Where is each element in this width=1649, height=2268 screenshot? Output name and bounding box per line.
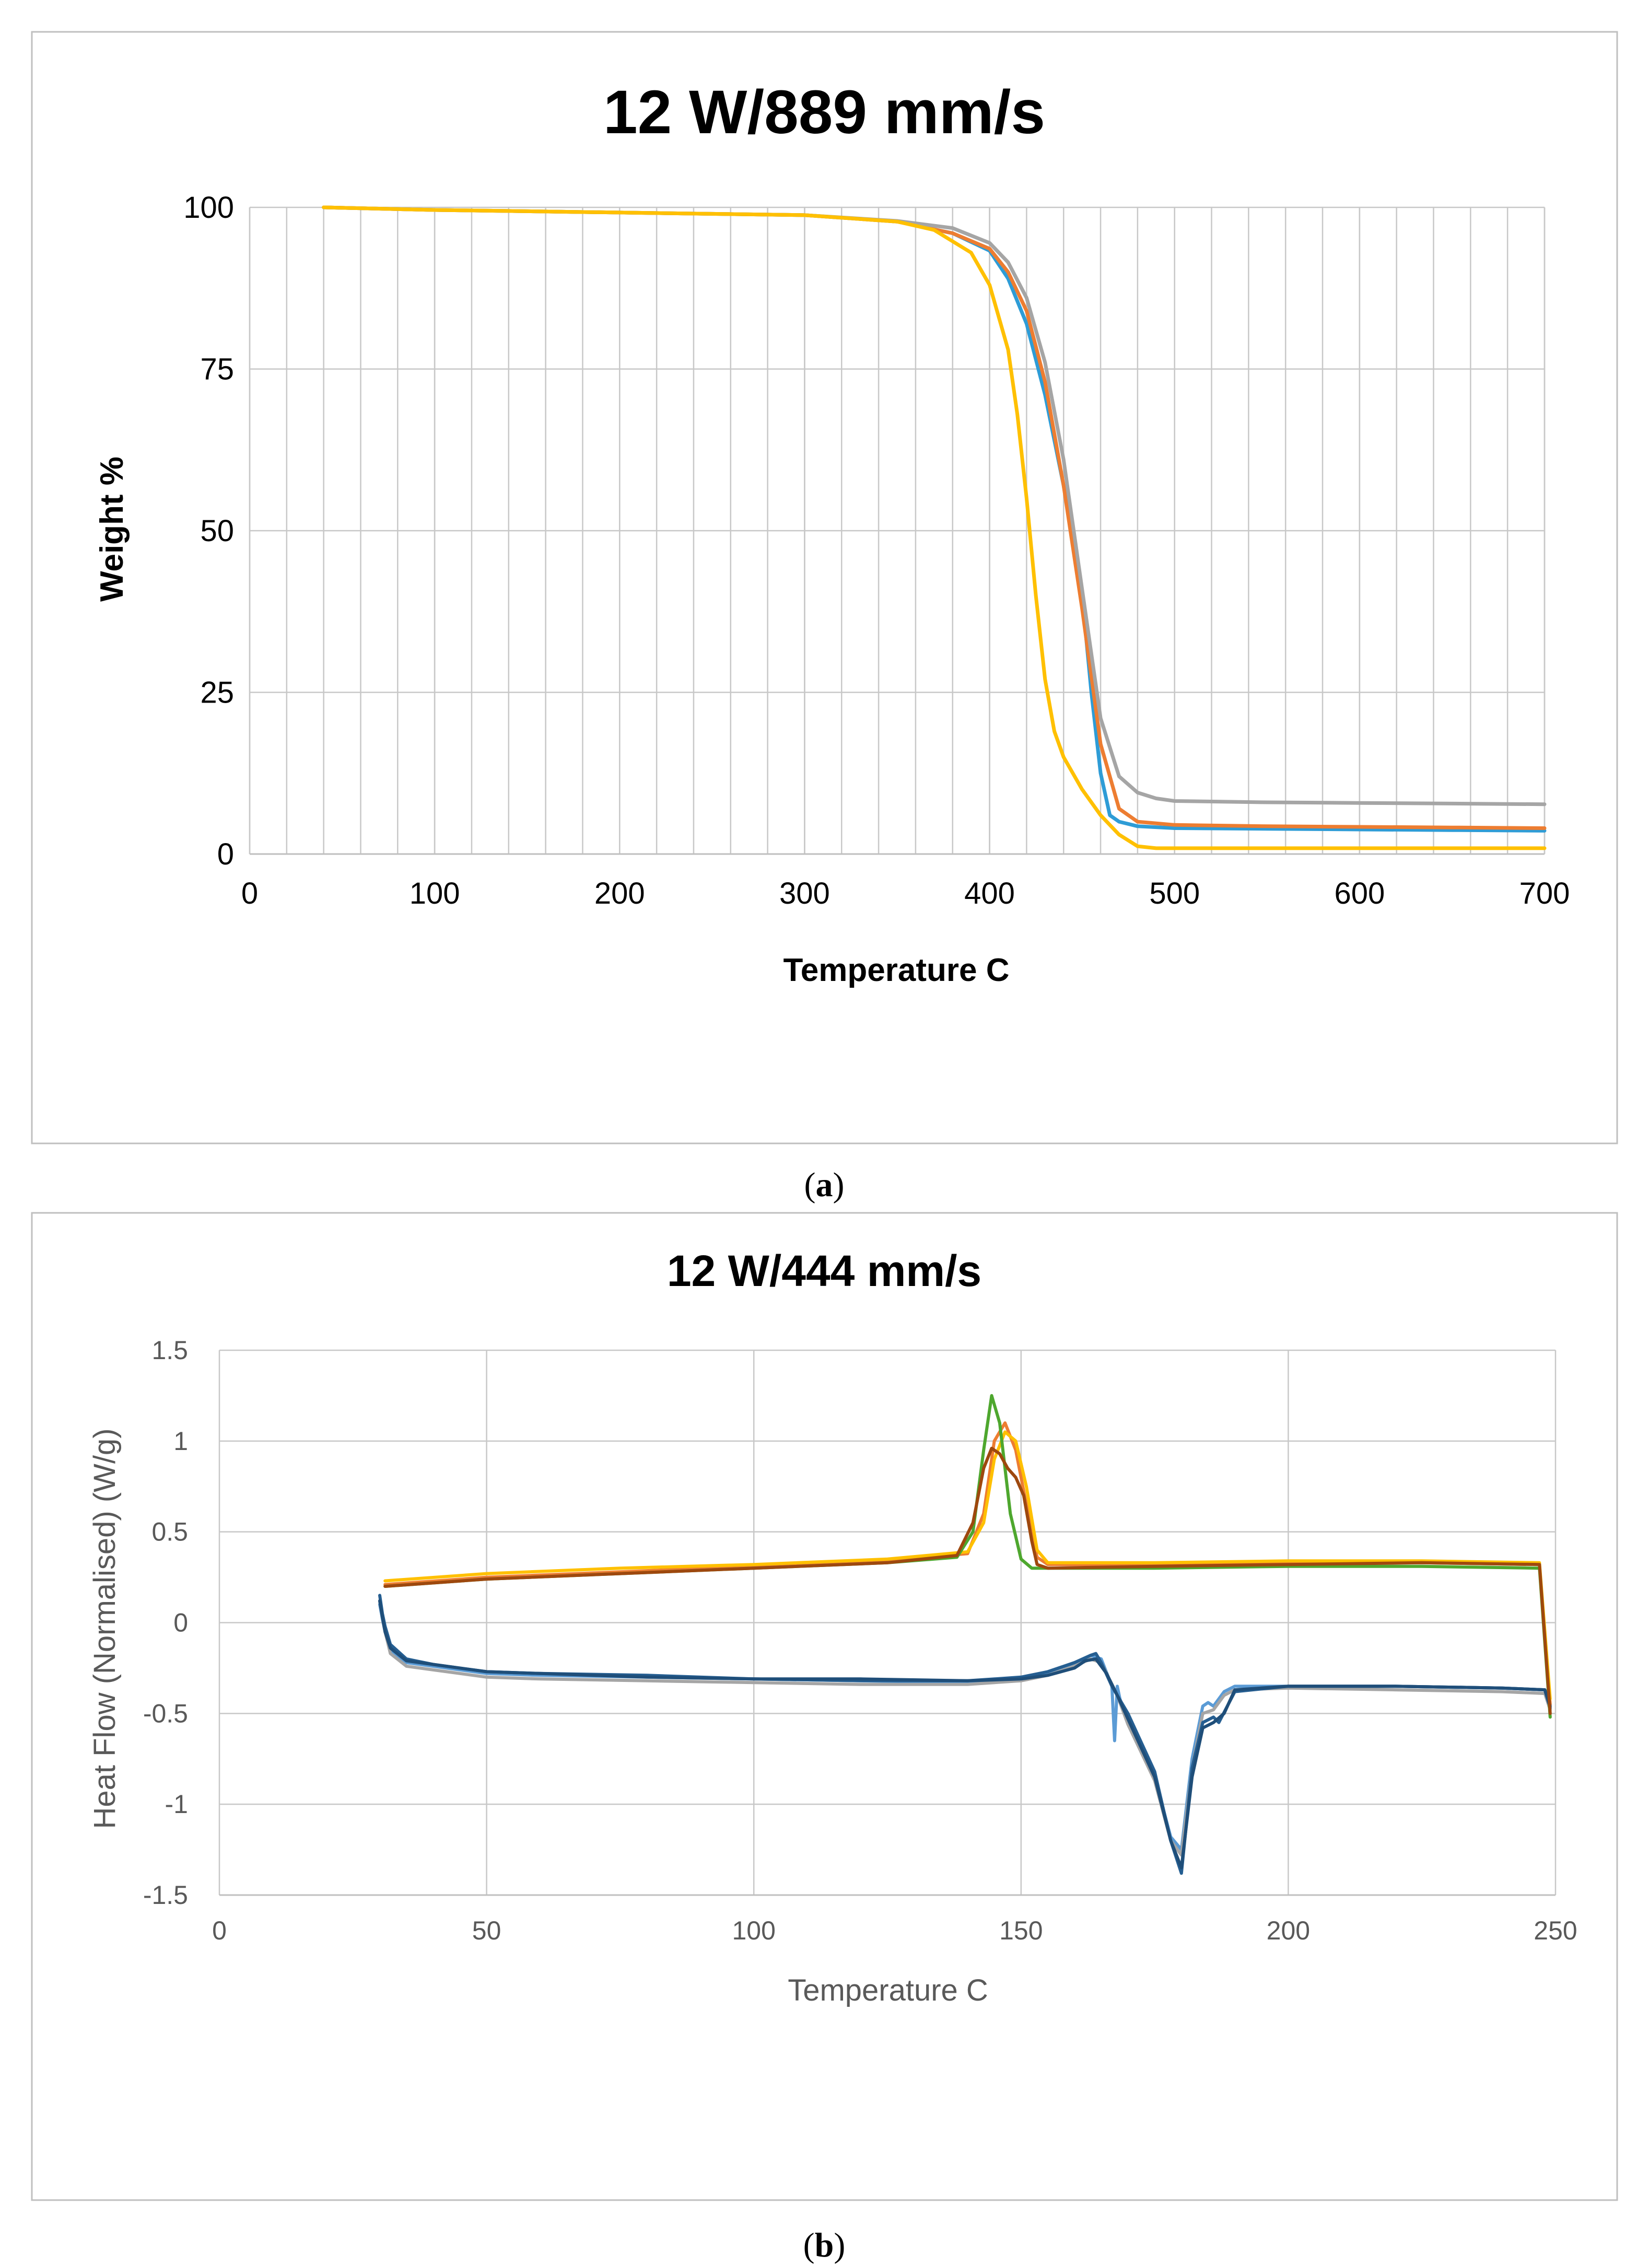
dsc-series-lines xyxy=(378,1394,1552,1875)
dsc-x-tick-label: 200 xyxy=(1267,1916,1310,1945)
dsc-series-line-5-wt-c xyxy=(383,1430,1552,1701)
dsc-y-axis-label: Heat Flow (Normalised) (W/g) xyxy=(88,1429,122,1829)
tga-x-tick-label: 300 xyxy=(779,876,830,910)
dsc-series-line-neat-pa-h xyxy=(378,1599,1552,1869)
tga-y-tick-label: 50 xyxy=(200,514,234,548)
tga-x-axis-label: Temperature C xyxy=(783,952,1010,988)
tga-y-axis-label: Weight % xyxy=(94,457,130,602)
dsc-x-tick-label: 250 xyxy=(1534,1916,1577,1945)
dsc-series-line-neat-pa-c xyxy=(383,1446,1552,1715)
dsc-y-tick-labels: -1.5 -1 -0.5 0 0.5 1 1.5 xyxy=(143,1336,188,1910)
tga-series-line-neat-pa xyxy=(322,205,1547,850)
tga-x-tick-label: 600 xyxy=(1334,876,1385,910)
tga-x-tick-label: 100 xyxy=(410,876,460,910)
dsc-y-tick-label: -1 xyxy=(165,1790,188,1819)
dsc-x-tick-labels: 0 50 100 150 200 250 xyxy=(212,1916,1577,1945)
tga-y-tick-label: 0 xyxy=(217,837,234,871)
tga-y-tick-labels: 0 25 50 75 100 xyxy=(183,191,234,871)
tga-x-tick-label: 400 xyxy=(964,876,1015,910)
tga-x-tick-label: 200 xyxy=(594,876,645,910)
tga-x-tick-label: 700 xyxy=(1519,876,1570,910)
dsc-x-tick-label: 150 xyxy=(999,1916,1043,1945)
dsc-y-tick-label: 0.5 xyxy=(151,1517,188,1547)
tga-y-tick-label: 100 xyxy=(183,191,234,225)
dsc-chart: 12 W/444 mm/s -1.5 -1 -0.5 0 0.5 1 1.5 0 50 100 1… xyxy=(31,1212,1618,2201)
tga-x-tick-label: 0 xyxy=(241,876,258,910)
tga-y-tick-label: 75 xyxy=(200,353,234,387)
dsc-y-tick-label: 1.5 xyxy=(151,1336,188,1365)
dsc-y-tick-label: -1.5 xyxy=(143,1880,188,1910)
tga-y-tick-label: 25 xyxy=(200,676,234,710)
tga-chart: 12 W/889 mm/s 0 25 50 75 100 0 100 200 300 400 50… xyxy=(31,31,1618,1144)
caption-a-letter: a xyxy=(816,1166,833,1204)
tga-chart-title: 12 W/889 mm/s xyxy=(603,78,1045,147)
dsc-x-tick-label: 50 xyxy=(472,1916,501,1945)
caption-b: (b) xyxy=(803,2226,846,2264)
dsc-chart-title: 12 W/444 mm/s xyxy=(667,1246,981,1295)
dsc-chart-frame xyxy=(31,1212,1618,2201)
dsc-x-tick-label: 100 xyxy=(732,1916,775,1945)
dsc-y-tick-label: 1 xyxy=(173,1427,188,1456)
caption-b-letter: b xyxy=(815,2226,834,2264)
dsc-y-tick-label: 0 xyxy=(173,1608,188,1638)
dsc-x-axis-label: Temperature C xyxy=(788,1973,988,2007)
dsc-series-line-3-wt-h xyxy=(378,1603,1552,1852)
caption-a: (a) xyxy=(804,1166,845,1204)
dsc-gridlines xyxy=(218,1349,1557,1896)
tga-series-lines xyxy=(322,205,1547,850)
dsc-y-tick-label: -0.5 xyxy=(143,1699,188,1728)
dsc-x-tick-label: 0 xyxy=(212,1916,227,1945)
tga-x-tick-labels: 0 100 200 300 400 500 600 700 xyxy=(241,876,1570,910)
tga-x-tick-label: 500 xyxy=(1149,876,1200,910)
tga-gridlines xyxy=(249,206,1546,855)
